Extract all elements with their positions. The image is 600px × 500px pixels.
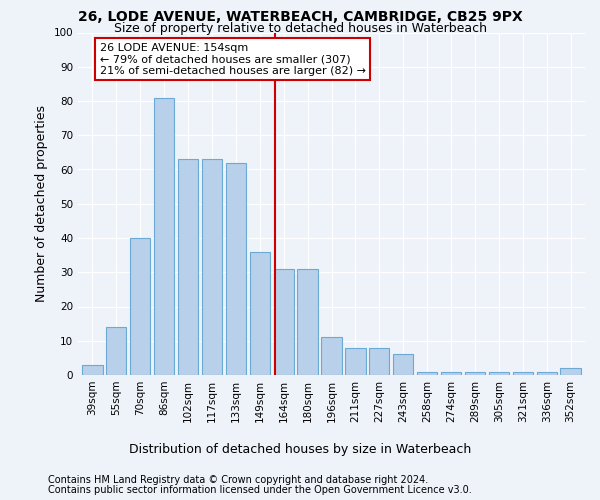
Bar bbox=[441, 372, 461, 375]
Bar bbox=[130, 238, 151, 375]
Bar bbox=[202, 159, 222, 375]
Text: Size of property relative to detached houses in Waterbeach: Size of property relative to detached ho… bbox=[113, 22, 487, 35]
Bar bbox=[393, 354, 413, 375]
Bar bbox=[250, 252, 270, 375]
Bar bbox=[298, 269, 318, 375]
Bar bbox=[489, 372, 509, 375]
Text: 26, LODE AVENUE, WATERBEACH, CAMBRIDGE, CB25 9PX: 26, LODE AVENUE, WATERBEACH, CAMBRIDGE, … bbox=[77, 10, 523, 24]
Bar bbox=[560, 368, 581, 375]
Text: Distribution of detached houses by size in Waterbeach: Distribution of detached houses by size … bbox=[129, 442, 471, 456]
Bar bbox=[106, 327, 127, 375]
Text: 26 LODE AVENUE: 154sqm
← 79% of detached houses are smaller (307)
21% of semi-de: 26 LODE AVENUE: 154sqm ← 79% of detached… bbox=[100, 43, 365, 76]
Bar bbox=[369, 348, 389, 375]
Text: Contains public sector information licensed under the Open Government Licence v3: Contains public sector information licen… bbox=[48, 485, 472, 495]
Bar bbox=[322, 338, 341, 375]
Text: Contains HM Land Registry data © Crown copyright and database right 2024.: Contains HM Land Registry data © Crown c… bbox=[48, 475, 428, 485]
Bar bbox=[465, 372, 485, 375]
Bar bbox=[82, 364, 103, 375]
Y-axis label: Number of detached properties: Number of detached properties bbox=[35, 106, 48, 302]
Bar bbox=[512, 372, 533, 375]
Bar bbox=[178, 159, 198, 375]
Bar bbox=[226, 162, 246, 375]
Bar bbox=[154, 98, 174, 375]
Bar bbox=[274, 269, 294, 375]
Bar bbox=[536, 372, 557, 375]
Bar bbox=[345, 348, 365, 375]
Bar bbox=[417, 372, 437, 375]
